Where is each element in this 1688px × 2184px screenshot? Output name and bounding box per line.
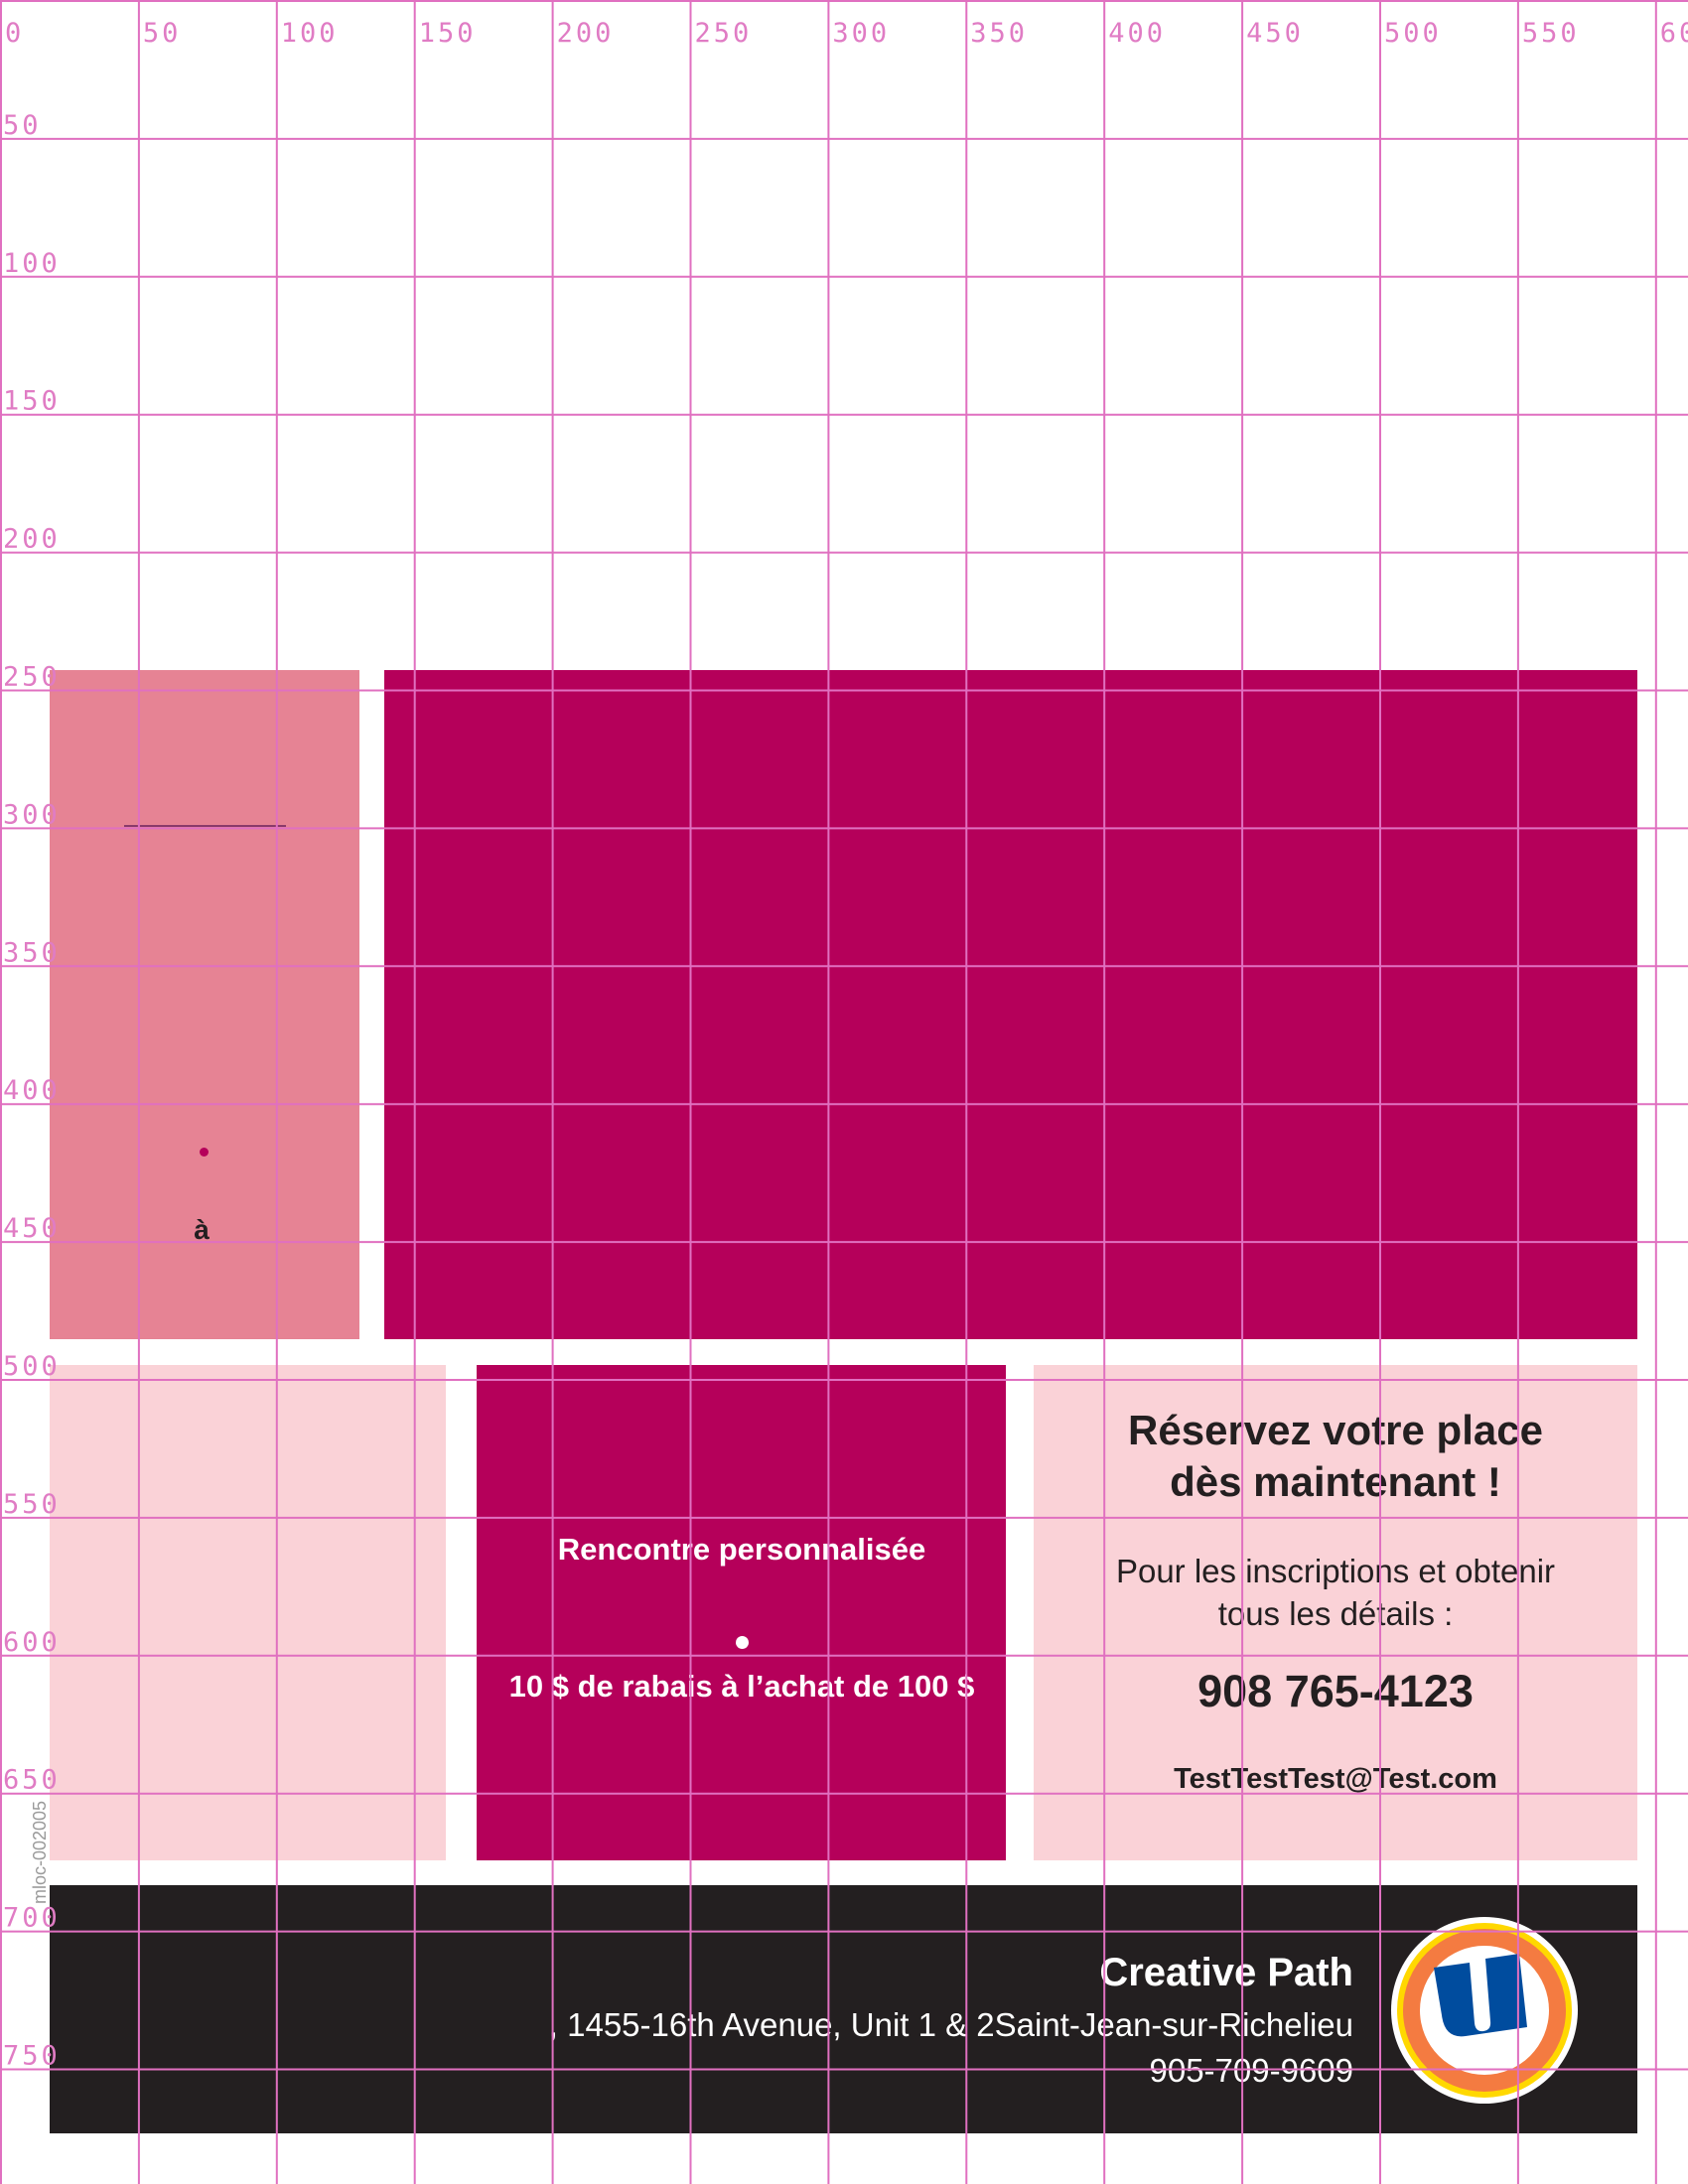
grid-top-label: 100: [281, 18, 339, 49]
grid-top-label: 300: [832, 18, 890, 49]
reserve-info-1: Pour les inscriptions et obtenir: [1115, 1553, 1556, 1589]
reserve-email[interactable]: TestTestTest@Test.com: [1174, 1763, 1497, 1795]
offer-title: Rencontre personnalisée: [557, 1532, 926, 1567]
u-logo-icon: [1391, 1917, 1578, 2104]
grid-top-label: 400: [1108, 18, 1166, 49]
offer-discount: 10 $ de rabais à l’achat de 100 $: [508, 1669, 975, 1704]
grid-top-label: 450: [1246, 18, 1304, 49]
light-panel-left: [50, 1365, 446, 1860]
left-panel: à: [50, 670, 359, 1339]
hero-panel: [384, 670, 1637, 1339]
grid-left-label: 50: [3, 110, 42, 141]
bullet-dot: [200, 1148, 209, 1157]
grid-top-label: 350: [970, 18, 1028, 49]
side-code: mloc-002005: [30, 1800, 50, 1905]
grid-left-label: 100: [3, 248, 61, 279]
grid-top-label: 0: [5, 18, 24, 49]
grid-top-label: 50: [143, 18, 182, 49]
grid-top-label: 550: [1522, 18, 1580, 49]
grid-top-label: 250: [695, 18, 753, 49]
grid-top-label: 200: [557, 18, 615, 49]
grid-top-label: 150: [419, 18, 477, 49]
footer-address: , 1455-16th Avenue, Unit 1 & 2Saint-Jean…: [548, 2006, 1353, 2043]
grid-top-label: 60: [1660, 18, 1688, 49]
divider-line: [124, 825, 286, 827]
letter-a: à: [194, 1214, 210, 1245]
offer-dot: [736, 1636, 749, 1649]
footer-phone: 905-709-9609: [1149, 2052, 1353, 2089]
offer-panel: Rencontre personnalisée 10 $ de rabais à…: [477, 1365, 1006, 1860]
grid-left-label: 150: [3, 386, 61, 417]
reserve-info-2: tous les détails :: [1217, 1595, 1454, 1632]
grid-top-label: 500: [1384, 18, 1442, 49]
reserve-heading-1: Réservez votre place: [1128, 1407, 1543, 1453]
footer-company: Creative Path: [1099, 1951, 1353, 1994]
reserve-panel: Réservez votre place dès maintenant ! Po…: [1034, 1365, 1637, 1860]
grid-left-label: 200: [3, 524, 61, 555]
footer: Creative Path , 1455-16th Avenue, Unit 1…: [50, 1885, 1637, 2133]
reserve-heading-2: dès maintenant !: [1170, 1458, 1501, 1505]
reserve-phone[interactable]: 908 765-4123: [1197, 1666, 1474, 1716]
